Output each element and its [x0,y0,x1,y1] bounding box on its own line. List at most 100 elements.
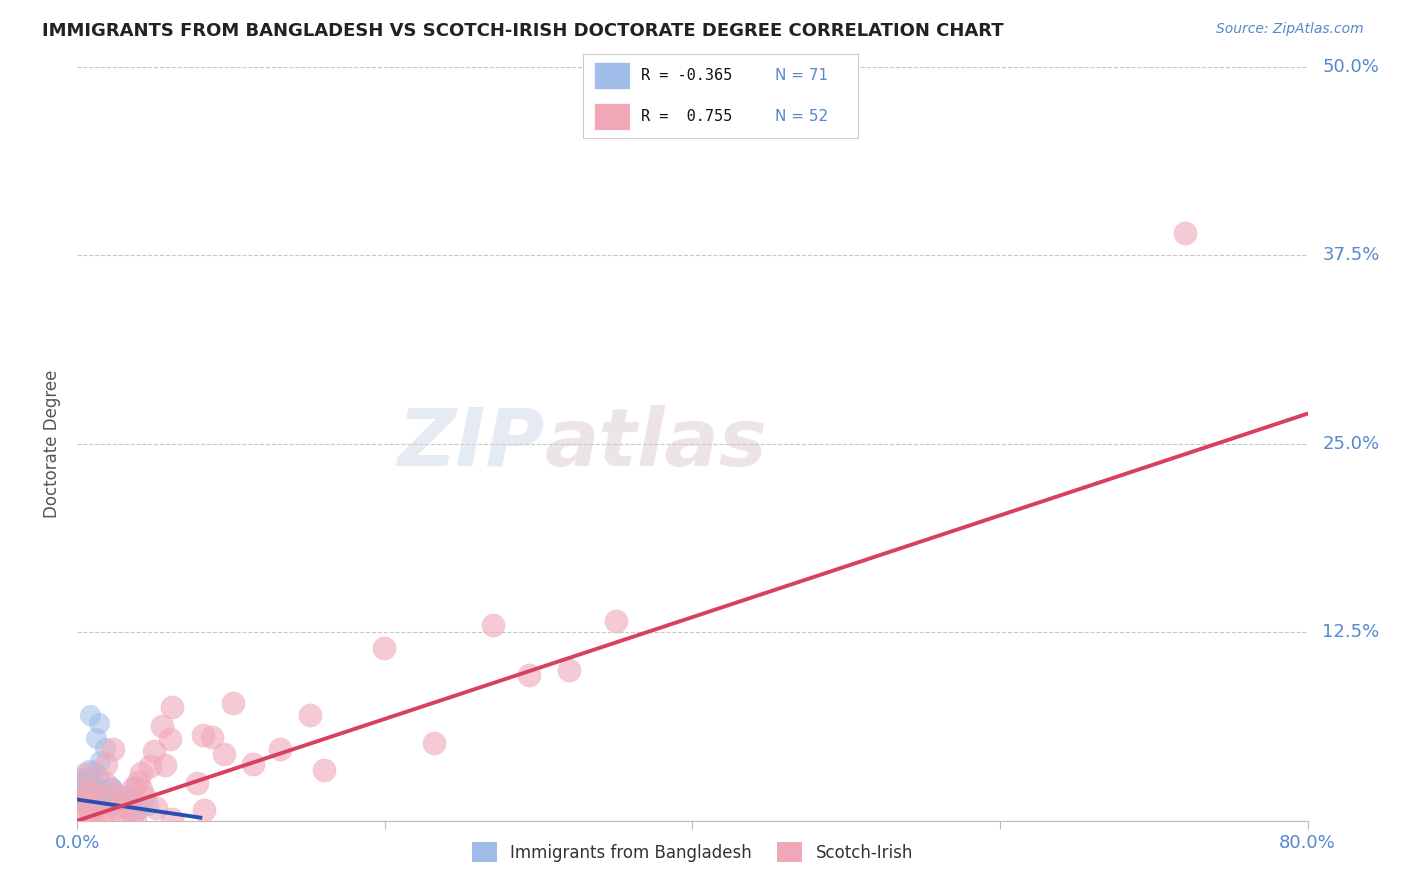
Point [79,792,101,806]
Point [269,742,291,756]
Point [153,758,176,772]
Point [84,780,107,794]
Point [80,812,103,826]
Point [77,763,100,777]
Point [124,779,146,793]
Point [67,793,90,807]
Point [120,790,142,805]
Point [101,741,124,756]
Point [72,792,94,806]
Point [84,789,107,803]
Point [423,736,446,750]
Legend: Immigrants from Bangladesh, Scotch-Irish: Immigrants from Bangladesh, Scotch-Irish [465,835,920,869]
Point [222,696,245,710]
Point [605,614,627,628]
Point [89,755,111,769]
Text: Source: ZipAtlas.com: Source: ZipAtlas.com [1216,22,1364,37]
Point [314,763,336,777]
Text: ZIP: ZIP [398,405,546,483]
Point [134,789,156,803]
Point [75,775,97,789]
Text: R = -0.365: R = -0.365 [641,68,733,83]
Point [67,776,90,790]
Y-axis label: Doctorate Degree: Doctorate Degree [44,369,62,518]
Point [76,797,98,811]
Point [143,744,166,758]
Point [87,792,110,806]
Point [76,812,98,826]
Point [111,798,134,813]
Point [77,771,100,785]
Point [558,663,581,677]
Point [89,797,111,811]
Point [191,728,214,742]
Point [75,790,97,805]
Point [67,776,90,790]
Point [115,789,138,804]
Point [91,796,114,810]
Text: 12.5%: 12.5% [1323,624,1379,641]
Point [73,797,96,811]
Point [67,791,90,805]
Text: 25.0%: 25.0% [1323,434,1379,453]
Point [70,794,93,808]
Point [122,781,145,796]
Point [82,791,104,805]
Point [110,789,132,803]
Point [110,794,132,808]
Point [201,730,224,744]
Point [83,764,105,779]
Point [89,805,111,820]
Point [67,787,90,801]
Point [242,757,264,772]
Point [128,802,150,816]
Point [90,812,112,826]
Point [373,641,395,656]
Point [76,784,98,798]
Point [73,789,96,804]
Point [100,780,122,794]
Point [131,781,153,796]
Point [110,792,132,806]
Point [79,777,101,791]
Point [80,796,103,810]
Point [67,776,90,790]
Point [73,789,96,803]
Point [121,803,143,817]
Point [162,812,184,826]
Point [159,731,181,746]
Point [105,801,128,815]
Point [79,786,101,800]
Point [517,668,540,682]
Point [73,797,96,811]
Point [193,803,215,817]
Point [80,794,103,808]
Point [72,789,94,803]
Point [75,780,97,795]
Point [298,708,321,723]
Point [481,617,503,632]
Point [139,759,162,773]
Point [73,767,96,781]
Point [73,798,96,813]
Bar [595,103,630,130]
Text: IMMIGRANTS FROM BANGLADESH VS SCOTCH-IRISH DOCTORATE DEGREE CORRELATION CHART: IMMIGRANTS FROM BANGLADESH VS SCOTCH-IRI… [42,22,1004,40]
Point [80,774,103,789]
Point [77,788,100,802]
Point [77,797,100,811]
Point [87,770,110,784]
Point [101,780,124,795]
Point [73,793,96,807]
Point [96,793,118,807]
Point [70,771,93,785]
Point [145,801,167,815]
Point [70,790,93,805]
Point [93,782,115,797]
Point [136,797,159,812]
Point [121,807,143,822]
Point [75,779,97,793]
Point [83,798,105,813]
Point [100,798,122,813]
Point [75,788,97,802]
Point [80,810,103,824]
